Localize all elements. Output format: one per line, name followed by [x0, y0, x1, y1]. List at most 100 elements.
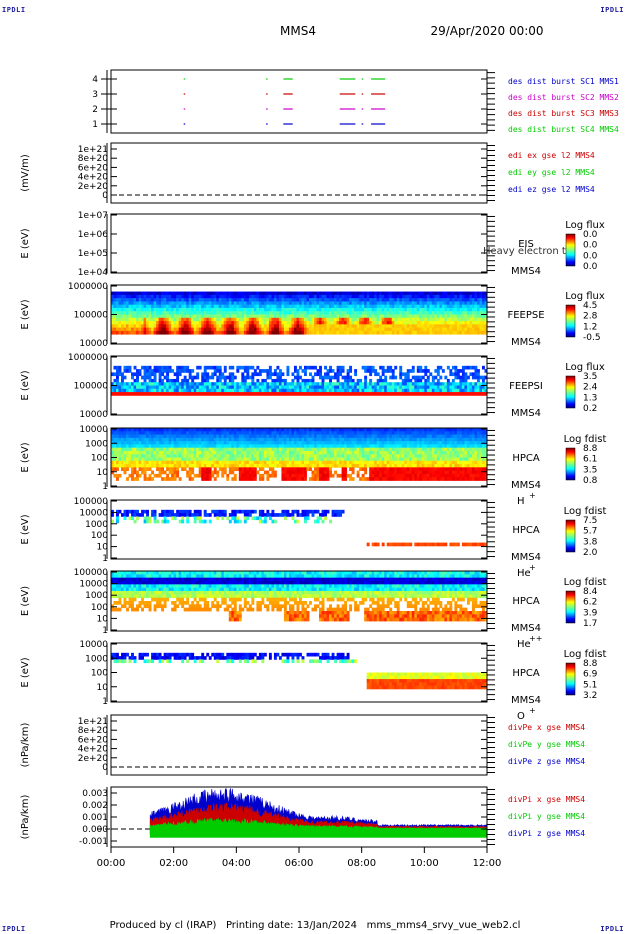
spectrogram-cell [299, 307, 302, 312]
spectrogram-cell [354, 321, 358, 325]
spectrogram-cell [301, 321, 305, 325]
spectrogram-cell [304, 321, 307, 325]
spectrogram-cell [283, 298, 287, 302]
spectrogram-cell [416, 447, 420, 452]
spectrogram-cell [296, 477, 300, 481]
spectrogram-cell [384, 385, 388, 390]
spectrogram-cell [143, 444, 147, 449]
spectrogram-cell [449, 327, 453, 332]
spectrogram-cell [366, 454, 370, 458]
spectrogram-cell [384, 388, 388, 393]
spectrogram-cell [231, 298, 235, 302]
spectrogram-cell [118, 447, 122, 452]
spectrogram-cell [133, 450, 137, 455]
spectrogram-cell [299, 321, 302, 325]
spectrogram-cell [261, 311, 265, 315]
spectrogram-cell [331, 298, 335, 302]
spectrogram-cell [446, 388, 450, 393]
spectrogram-cell [324, 294, 327, 299]
spectrogram-cell [121, 311, 124, 315]
spectrogram-cell [118, 434, 122, 439]
spectrogram-cell [206, 314, 210, 319]
spectrogram-cell [471, 304, 475, 309]
spectrogram-cell [266, 431, 270, 435]
spectrogram-cell [231, 382, 235, 386]
spectrogram-cell [386, 365, 390, 370]
spectrogram-cell [276, 444, 280, 449]
spectrogram-cell [216, 388, 220, 393]
spectrogram-cell [326, 388, 330, 393]
spectrogram-cell [131, 434, 134, 439]
spectrogram-cell [293, 317, 297, 322]
spectrogram-cell [126, 454, 129, 458]
spectrogram-cell [351, 307, 355, 312]
spectrogram-cell [196, 321, 200, 325]
spectrogram-cell [446, 382, 450, 386]
spectrogram-cell [171, 428, 175, 432]
spectrogram-cell [228, 428, 232, 432]
spectrogram-cell [281, 454, 285, 458]
spectrogram-cell [146, 327, 149, 332]
spectrogram-cell [319, 428, 322, 432]
spectrogram-cell [278, 375, 282, 380]
spectrogram-cell [304, 447, 307, 452]
spectrogram-cell [183, 460, 187, 465]
spectrogram-cell [384, 464, 388, 468]
spectrogram-cell [221, 307, 225, 312]
spectrogram-cell [263, 460, 267, 465]
spectrogram-cell [401, 304, 405, 309]
spectrogram-cell [276, 382, 280, 386]
spectrogram-cell [156, 291, 160, 296]
spectrogram-cell [359, 454, 363, 458]
spectrogram-cell [356, 298, 360, 302]
spectrogram-cell [299, 388, 302, 393]
spectrogram-cell [141, 428, 144, 432]
spectrogram-cell [158, 444, 162, 449]
spectrogram-cell [208, 460, 212, 465]
spectrogram-cell [283, 324, 287, 329]
spectrogram-cell [341, 298, 345, 302]
spectrogram-cell [396, 291, 400, 296]
spectrogram-cell [454, 327, 458, 332]
spectrogram-cell [416, 294, 420, 299]
spectrogram-cell [471, 314, 475, 319]
spectrogram-cell [138, 454, 142, 458]
spectrogram-cell [341, 464, 345, 468]
spectrogram-cell [281, 431, 285, 435]
spectrogram-cell [304, 437, 307, 442]
spectrogram-cell [173, 382, 177, 386]
spectrogram-cell [186, 321, 190, 325]
spectrogram-cell [233, 321, 237, 325]
spectrogram-cell [374, 321, 378, 325]
spectrogram-cell [153, 327, 157, 332]
spectrogram-cell [166, 444, 170, 449]
spectrogram-cell [213, 369, 217, 373]
colorbar-label: 4.5 [583, 301, 597, 311]
spectrogram-cell [201, 437, 205, 442]
spectrogram-cell [481, 385, 485, 390]
spectrogram-cell [293, 330, 297, 335]
spectrogram-cell [233, 450, 237, 455]
spectrogram-cell [459, 314, 463, 319]
spectrogram-cell [133, 378, 137, 383]
spectrogram-cell [434, 330, 438, 335]
spectrogram-cell [316, 431, 320, 435]
colorbar-label: -0.5 [583, 333, 601, 343]
spectrogram-cell [263, 437, 267, 442]
spectrogram-cell [236, 298, 240, 302]
spectrogram-cell [286, 477, 290, 481]
spectrogram-cell [116, 450, 119, 455]
spectrogram-cell [246, 431, 250, 435]
spectrogram-cell [449, 382, 453, 386]
spectrogram-cell [466, 321, 470, 325]
spectrogram-cell [191, 304, 195, 309]
spectrogram-cell [191, 294, 195, 299]
spectrogram-cell [364, 428, 368, 432]
spectrogram-cell [321, 317, 325, 322]
spectrogram-cell [324, 457, 327, 462]
spectrogram-cell [226, 375, 230, 380]
spectrogram-cell [251, 444, 255, 449]
spectrogram-cell [431, 378, 435, 383]
spectrogram-cell [278, 294, 282, 299]
